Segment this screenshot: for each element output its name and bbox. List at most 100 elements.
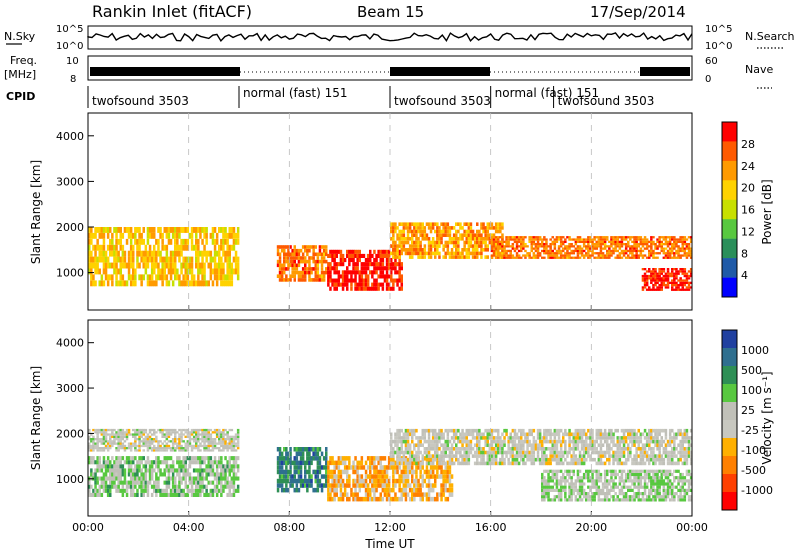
heatmap-cell (228, 484, 231, 489)
heatmap-cell (666, 249, 670, 253)
heatmap-cell (392, 248, 395, 252)
heatmap-cell (96, 238, 99, 245)
heatmap-cell (390, 487, 393, 493)
heatmap-cell (167, 444, 171, 448)
heatmap-cell (524, 256, 527, 259)
heatmap-cell (356, 483, 359, 488)
heatmap-cell (549, 436, 552, 440)
heatmap-cell (215, 274, 219, 281)
heatmap-cell (616, 245, 619, 248)
heatmap-cell (218, 435, 221, 438)
heatmap-cell (494, 450, 498, 455)
heatmap-cell (88, 438, 91, 441)
heatmap-cell (404, 428, 408, 433)
heatmap-cell (396, 244, 399, 248)
heatmap-cell (228, 274, 231, 281)
heatmap-cell (316, 469, 320, 475)
heatmap-cell (188, 433, 192, 436)
heatmap-cell (354, 483, 357, 488)
heatmap-cell (545, 428, 548, 433)
heatmap-cell (222, 268, 225, 275)
heatmap-cell (652, 279, 655, 282)
heatmap-cell (608, 450, 611, 455)
heatmap-cell (161, 447, 164, 450)
heatmap-cell (278, 451, 282, 457)
heatmap-cell (545, 439, 548, 444)
heatmap-cell (421, 248, 424, 252)
heatmap-cell (486, 450, 489, 455)
heatmap-cell (295, 483, 299, 488)
heatmap-cell (631, 252, 634, 255)
heatmap-cell (631, 457, 634, 462)
heatmap-cell (379, 262, 382, 267)
heatmap-cell (148, 274, 152, 281)
heatmap-cell (679, 277, 682, 280)
heatmap-cell (599, 240, 603, 243)
heatmap-cell (427, 461, 431, 466)
heatmap-cell (174, 428, 177, 432)
heatmap-cell (411, 469, 414, 475)
heatmap-cell (455, 237, 458, 241)
heatmap-cell (234, 472, 238, 477)
heatmap-cell (415, 450, 418, 455)
heatmap-cell (283, 447, 286, 452)
heatmap-cell (597, 443, 601, 447)
heatmap-cell (117, 472, 120, 477)
heatmap-cell (379, 478, 382, 484)
heatmap-cell (165, 428, 169, 432)
heatmap-cell (476, 233, 479, 237)
nsearch-tick-bottom: 10^0 (705, 41, 732, 52)
heatmap-cell (486, 226, 489, 230)
heatmap-cell (643, 277, 647, 280)
heatmap-cell (293, 465, 296, 470)
heatmap-cell (295, 469, 299, 475)
heatmap-cell (650, 247, 653, 250)
heatmap-cell (415, 483, 418, 488)
heatmap-cell (505, 450, 508, 455)
heatmap-cell (165, 442, 169, 445)
heatmap-cell (452, 244, 456, 248)
heatmap-cell (421, 461, 424, 466)
heatmap-cell (220, 435, 223, 438)
heatmap-cell (463, 457, 466, 462)
heatmap-cell (171, 484, 175, 489)
heatmap-cell (155, 256, 158, 263)
heatmap-cell (406, 237, 410, 241)
heatmap-cell (362, 262, 366, 267)
heatmap-cell (643, 436, 647, 440)
heatmap-cell (643, 274, 647, 278)
heatmap-cell (337, 483, 341, 488)
heatmap-cell (226, 433, 229, 436)
heatmap-cell (203, 262, 206, 269)
heatmap-cell (599, 256, 603, 259)
heatmap-cell (125, 428, 129, 432)
heatmap-cell (492, 249, 496, 253)
heatmap-cell (637, 245, 640, 248)
heatmap-cell (394, 436, 397, 440)
heatmap-cell (444, 496, 447, 502)
heatmap-cell (232, 488, 236, 493)
heatmap-cell (614, 249, 617, 253)
heatmap-cell (215, 280, 219, 287)
heatmap-cell (121, 428, 125, 432)
heatmap-cell (497, 436, 500, 440)
heatmap-cell (153, 431, 156, 434)
heatmap-cell (585, 457, 588, 462)
heatmap-cell (369, 270, 372, 275)
heatmap-cell (232, 435, 236, 438)
heatmap-cell (333, 286, 336, 291)
heatmap-cell (220, 480, 223, 485)
heatmap-cell (436, 233, 439, 237)
heatmap-cell (327, 262, 330, 267)
heatmap-cell (222, 232, 225, 239)
heatmap-cell (392, 469, 395, 475)
heatmap-cell (624, 439, 628, 444)
heatmap-cell (346, 483, 349, 488)
heatmap-cell (507, 254, 510, 257)
heatmap-cell (467, 248, 471, 252)
heatmap-cell (136, 488, 139, 493)
heatmap-cell (276, 248, 280, 253)
heatmap-cell (92, 460, 95, 465)
heatmap-cell (398, 447, 401, 451)
heatmap-cell (486, 457, 489, 462)
